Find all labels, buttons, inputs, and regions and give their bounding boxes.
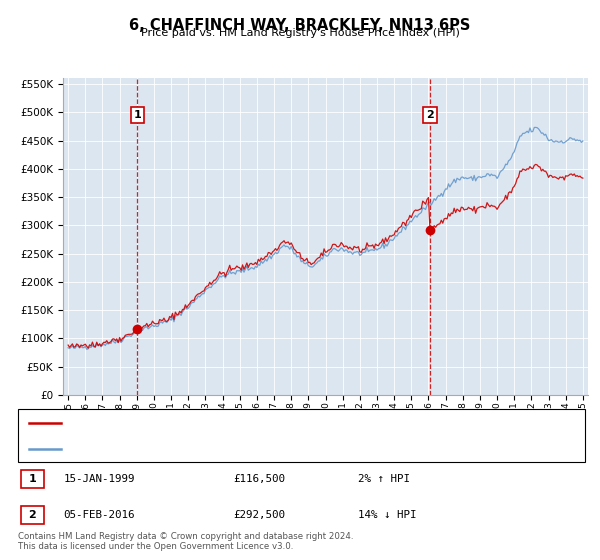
Text: 2: 2: [28, 510, 36, 520]
Text: 14% ↓ HPI: 14% ↓ HPI: [358, 510, 416, 520]
Text: 6, CHAFFINCH WAY, BRACKLEY, NN13 6PS (detached house): 6, CHAFFINCH WAY, BRACKLEY, NN13 6PS (de…: [66, 418, 397, 428]
Text: £116,500: £116,500: [233, 474, 286, 484]
Text: 15-JAN-1999: 15-JAN-1999: [64, 474, 135, 484]
Text: 1: 1: [28, 474, 36, 484]
Text: 2% ↑ HPI: 2% ↑ HPI: [358, 474, 410, 484]
Text: 6, CHAFFINCH WAY, BRACKLEY, NN13 6PS: 6, CHAFFINCH WAY, BRACKLEY, NN13 6PS: [130, 18, 470, 33]
Text: 2: 2: [426, 110, 434, 120]
Text: Contains HM Land Registry data © Crown copyright and database right 2024.
This d: Contains HM Land Registry data © Crown c…: [18, 532, 353, 552]
Text: £292,500: £292,500: [233, 510, 286, 520]
FancyBboxPatch shape: [21, 469, 44, 488]
Text: HPI: Average price, detached house, West Northamptonshire: HPI: Average price, detached house, West…: [66, 444, 422, 454]
Text: 1: 1: [134, 110, 142, 120]
FancyBboxPatch shape: [18, 409, 585, 462]
Text: Price paid vs. HM Land Registry's House Price Index (HPI): Price paid vs. HM Land Registry's House …: [140, 28, 460, 38]
FancyBboxPatch shape: [21, 506, 44, 525]
Text: 05-FEB-2016: 05-FEB-2016: [64, 510, 135, 520]
